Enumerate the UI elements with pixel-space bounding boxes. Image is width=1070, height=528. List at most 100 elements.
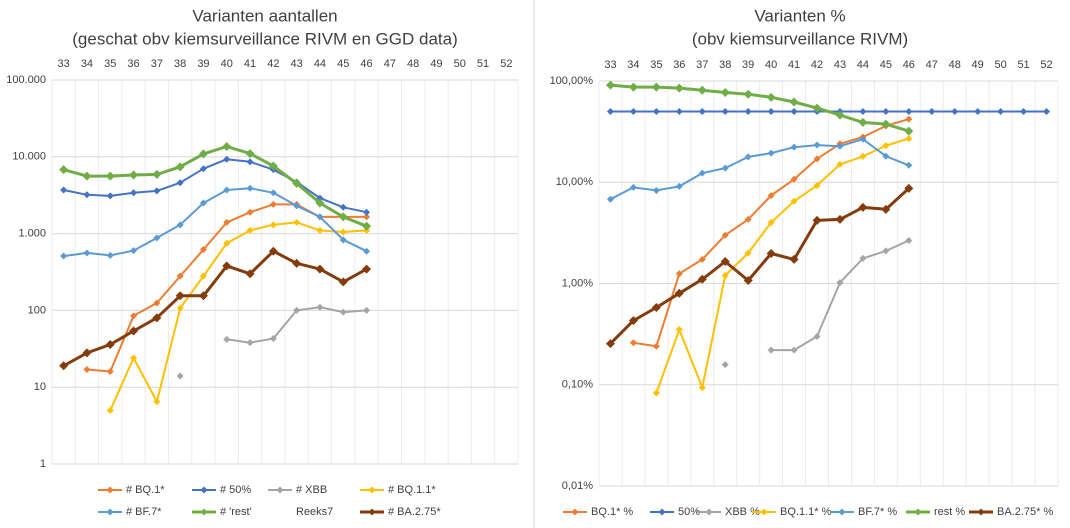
y-tick-label: 10,00% (556, 176, 594, 188)
legend-marker (368, 508, 376, 516)
legend-label: 50% (678, 506, 700, 518)
x-tick-label: 36 (127, 58, 139, 70)
x-tick-label: 36 (673, 59, 685, 71)
point-marker (199, 165, 207, 173)
chart-subtitle: (obv kiemsurveillance RIVM) (692, 29, 908, 48)
point-marker (743, 276, 753, 286)
point-marker (199, 246, 207, 254)
point-marker (269, 221, 277, 229)
point-marker (130, 354, 138, 362)
x-tick-label: 48 (949, 59, 961, 71)
series-line (610, 138, 910, 201)
legend-label: BA.2.75* % (997, 506, 1053, 518)
point-marker (199, 272, 207, 280)
legend-label: # BA.2.75* (388, 506, 441, 518)
point-marker (316, 213, 324, 221)
point-marker (82, 171, 92, 181)
point-marker (813, 181, 821, 189)
point-marker (789, 97, 799, 107)
x-tick-label: 43 (834, 59, 846, 71)
point-marker (363, 247, 371, 255)
point-marker (652, 389, 660, 397)
point-marker (767, 219, 775, 227)
point-marker (59, 361, 69, 371)
point-marker (106, 192, 114, 200)
x-tick-label: 40 (221, 58, 233, 70)
point-marker (153, 234, 161, 242)
point-marker (223, 239, 231, 247)
x-tick-label: 49 (972, 59, 984, 71)
point-marker (767, 107, 775, 115)
x-tick-label: 41 (788, 59, 800, 71)
point-marker (905, 236, 913, 244)
legend-marker (106, 486, 114, 494)
x-tick-label: 44 (314, 58, 326, 70)
point-marker (198, 291, 208, 301)
point-marker (721, 361, 729, 369)
point-marker (223, 186, 231, 194)
series-line (609, 187, 910, 345)
point-marker (59, 165, 69, 175)
point-marker (813, 155, 821, 163)
point-marker (605, 339, 615, 349)
y-tick-label: 100 (28, 304, 46, 316)
point-marker (652, 186, 660, 194)
x-tick-label: 50 (454, 58, 466, 70)
point-marker (153, 299, 161, 307)
y-tick-label: 1 (40, 458, 46, 470)
x-tick-label: 39 (197, 58, 209, 70)
point-marker (60, 186, 68, 194)
y-tick-label: 10 (34, 381, 46, 393)
x-tick-label: 34 (627, 59, 639, 71)
point-marker (315, 264, 325, 274)
point-marker (744, 107, 752, 115)
point-marker (766, 92, 776, 102)
x-tick-label: 46 (903, 59, 915, 71)
point-marker (130, 312, 138, 320)
point-marker (835, 110, 845, 120)
point-marker (223, 218, 231, 226)
series-line (63, 187, 368, 258)
x-tick-label: 52 (1040, 59, 1052, 71)
point-marker (675, 270, 683, 278)
point-marker (720, 87, 730, 97)
point-marker (628, 82, 638, 92)
point-marker (813, 141, 821, 149)
series-line (63, 158, 367, 214)
point-marker (130, 189, 138, 197)
chart-title: Varianten aantallen (192, 6, 337, 25)
legend-label: # XBB (296, 484, 327, 496)
x-tick-label: 51 (1017, 59, 1029, 71)
point-marker (698, 107, 706, 115)
point-marker (199, 199, 207, 207)
point-marker (363, 306, 371, 314)
point-marker (675, 182, 683, 190)
legend-marker (200, 486, 208, 494)
point-marker (606, 107, 614, 115)
legend-marker (705, 508, 713, 516)
series-line (109, 221, 367, 411)
point-marker (315, 198, 325, 208)
legend-marker (106, 508, 114, 516)
point-marker (83, 249, 91, 257)
x-tick-label: 40 (765, 59, 777, 71)
point-marker (859, 254, 867, 262)
point-marker (697, 274, 707, 284)
legend-label: BQ.1* % (591, 506, 633, 518)
point-marker (812, 215, 822, 225)
point-marker (675, 107, 683, 115)
point-marker (152, 169, 162, 179)
point-marker (268, 246, 278, 256)
point-marker (905, 115, 913, 123)
point-marker (316, 303, 324, 311)
y-tick-label: 100,00% (550, 75, 594, 87)
x-tick-label: 34 (81, 58, 93, 70)
point-marker (629, 339, 637, 347)
point-marker (675, 326, 683, 334)
point-marker (974, 107, 982, 115)
point-marker (859, 135, 867, 143)
legend-marker (838, 508, 846, 516)
point-marker (268, 161, 278, 171)
point-marker (858, 117, 868, 127)
point-marker (1043, 107, 1051, 115)
